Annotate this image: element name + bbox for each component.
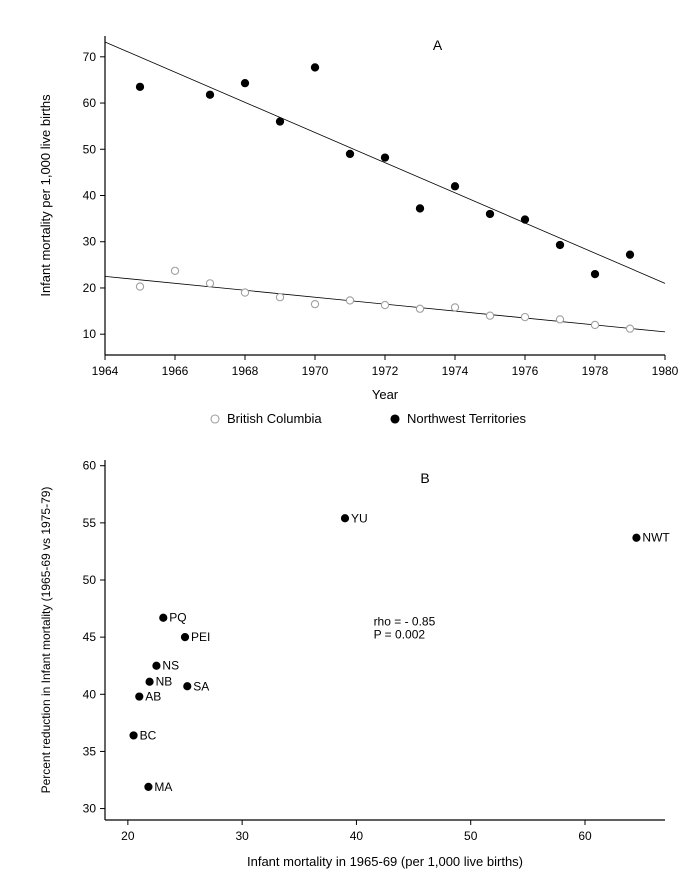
x-axis-title: Infant mortality in 1965-69 (per 1,000 l… — [247, 854, 523, 869]
point-label: YU — [351, 511, 368, 525]
point-label: NWT — [642, 531, 670, 545]
x-axis-title: Year — [372, 387, 399, 402]
data-point — [451, 304, 458, 311]
data-point — [486, 312, 493, 319]
point-label: PEI — [191, 630, 210, 644]
data-point — [311, 64, 318, 71]
data-point — [591, 321, 598, 328]
data-point — [381, 154, 388, 161]
x-tick-label: 1974 — [442, 364, 469, 378]
y-axis-title: Percent reduction in Infant mortality (1… — [39, 487, 53, 794]
y-tick-label: 35 — [83, 744, 97, 758]
x-tick-label: 1970 — [302, 364, 329, 378]
data-point — [341, 515, 348, 522]
data-point — [206, 91, 213, 98]
data-point — [136, 693, 143, 700]
y-tick-label: 50 — [83, 142, 97, 156]
data-point — [311, 301, 318, 308]
data-point — [181, 634, 188, 641]
point-label: PQ — [169, 611, 186, 625]
x-tick-label: 30 — [235, 829, 249, 843]
data-point — [521, 216, 528, 223]
data-point — [130, 732, 137, 739]
point-label: SA — [193, 679, 209, 693]
x-tick-label: 1972 — [372, 364, 399, 378]
data-point — [153, 662, 160, 669]
x-tick-label: 60 — [578, 829, 592, 843]
data-point — [346, 150, 353, 157]
y-tick-label: 10 — [83, 327, 97, 341]
x-tick-label: 1968 — [232, 364, 259, 378]
trend-line — [105, 42, 665, 283]
x-tick-label: 1978 — [582, 364, 609, 378]
y-tick-label: 70 — [83, 50, 97, 64]
panel-label-a: A — [433, 37, 443, 53]
legend-label: Northwest Territories — [407, 411, 526, 426]
x-tick-label: 50 — [464, 829, 478, 843]
data-point — [633, 534, 640, 541]
x-tick-label: 40 — [350, 829, 364, 843]
data-point — [171, 267, 178, 274]
y-tick-label: 50 — [83, 573, 97, 587]
y-tick-label: 55 — [83, 516, 97, 530]
data-point — [591, 270, 598, 277]
legend-label: British Columbia — [227, 411, 322, 426]
data-point — [276, 294, 283, 301]
point-label: BC — [140, 728, 157, 742]
legend-marker — [211, 415, 219, 423]
chart-panel-b: 30 35 40 45 50 55 60 20 30 40 50 60 Infant mortality… — [0, 430, 685, 875]
data-point — [486, 210, 493, 217]
y-tick-label: 30 — [83, 235, 97, 249]
data-point — [626, 325, 633, 332]
x-tick-label: 1964 — [92, 364, 119, 378]
x-tick-label: 1980 — [652, 364, 679, 378]
panel-label-b: B — [420, 470, 429, 486]
data-point — [241, 80, 248, 87]
data-point — [416, 205, 423, 212]
data-point — [416, 305, 423, 312]
y-tick-label: 45 — [83, 630, 97, 644]
y-tick-label: 60 — [83, 96, 97, 110]
x-tick-label: 20 — [121, 829, 135, 843]
x-tick-label: 1966 — [162, 364, 189, 378]
x-tick-label: 1976 — [512, 364, 539, 378]
data-point — [136, 83, 143, 90]
chart-panel-a: 10 20 30 40 50 60 70 1964 1966 1968 1970 1972 1974 19… — [0, 0, 685, 430]
data-point — [184, 683, 191, 690]
data-point — [521, 313, 528, 320]
data-point — [381, 301, 388, 308]
y-tick-label: 20 — [83, 281, 97, 295]
data-point — [146, 678, 153, 685]
point-label: NB — [156, 675, 173, 689]
annotation-text: P = 0.002 — [374, 627, 426, 641]
y-tick-label: 40 — [83, 189, 97, 203]
data-point — [136, 283, 143, 290]
y-axis-title: Infant mortality per 1,000 live births — [38, 94, 53, 297]
y-tick-label: 60 — [83, 459, 97, 473]
y-tick-label: 40 — [83, 687, 97, 701]
point-label: AB — [145, 690, 161, 704]
data-point — [276, 118, 283, 125]
data-point — [556, 241, 563, 248]
data-point — [626, 251, 633, 258]
data-point — [556, 316, 563, 323]
figure-page: 10 20 30 40 50 60 70 1964 1966 1968 1970 1972 1974 19… — [0, 0, 685, 886]
data-point — [145, 783, 152, 790]
data-point — [346, 297, 353, 304]
point-label: NS — [162, 659, 179, 673]
point-label: MA — [154, 780, 172, 794]
data-point — [451, 183, 458, 190]
data-point — [160, 614, 167, 621]
legend-marker — [391, 415, 399, 423]
data-point — [206, 280, 213, 287]
y-tick-label: 30 — [83, 802, 97, 816]
data-point — [241, 289, 248, 296]
